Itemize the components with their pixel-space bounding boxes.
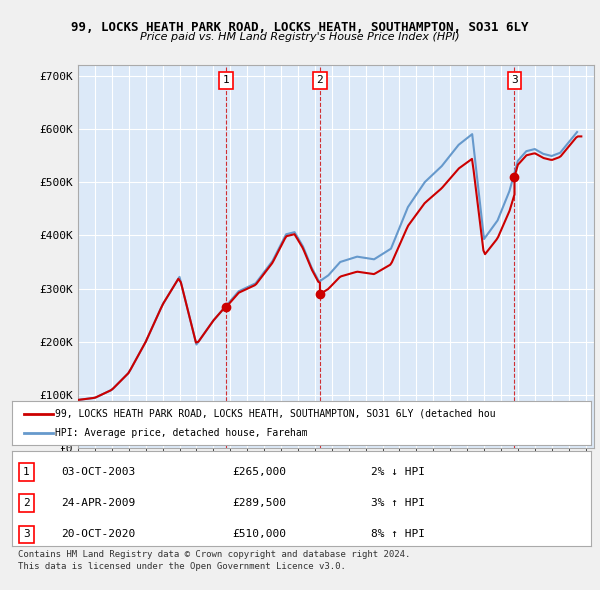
Text: 1: 1	[23, 467, 30, 477]
Text: 1: 1	[223, 76, 229, 85]
Text: 2: 2	[23, 499, 30, 508]
Text: 2: 2	[317, 76, 323, 85]
Text: £289,500: £289,500	[232, 499, 286, 508]
Text: 3: 3	[511, 76, 518, 85]
Text: 03-OCT-2003: 03-OCT-2003	[61, 467, 136, 477]
Text: 2% ↓ HPI: 2% ↓ HPI	[371, 467, 425, 477]
Text: £510,000: £510,000	[232, 529, 286, 539]
Text: 3: 3	[23, 529, 30, 539]
Text: Price paid vs. HM Land Registry's House Price Index (HPI): Price paid vs. HM Land Registry's House …	[140, 32, 460, 42]
Text: 3% ↑ HPI: 3% ↑ HPI	[371, 499, 425, 508]
Text: 24-APR-2009: 24-APR-2009	[61, 499, 136, 508]
Text: 99, LOCKS HEATH PARK ROAD, LOCKS HEATH, SOUTHAMPTON, SO31 6LY (detached hou: 99, LOCKS HEATH PARK ROAD, LOCKS HEATH, …	[55, 409, 496, 418]
Text: Contains HM Land Registry data © Crown copyright and database right 2024.: Contains HM Land Registry data © Crown c…	[18, 550, 410, 559]
Text: 8% ↑ HPI: 8% ↑ HPI	[371, 529, 425, 539]
Text: £265,000: £265,000	[232, 467, 286, 477]
Text: 20-OCT-2020: 20-OCT-2020	[61, 529, 136, 539]
Text: This data is licensed under the Open Government Licence v3.0.: This data is licensed under the Open Gov…	[18, 562, 346, 571]
Text: 99, LOCKS HEATH PARK ROAD, LOCKS HEATH, SOUTHAMPTON, SO31 6LY: 99, LOCKS HEATH PARK ROAD, LOCKS HEATH, …	[71, 21, 529, 34]
Text: HPI: Average price, detached house, Fareham: HPI: Average price, detached house, Fare…	[55, 428, 308, 438]
